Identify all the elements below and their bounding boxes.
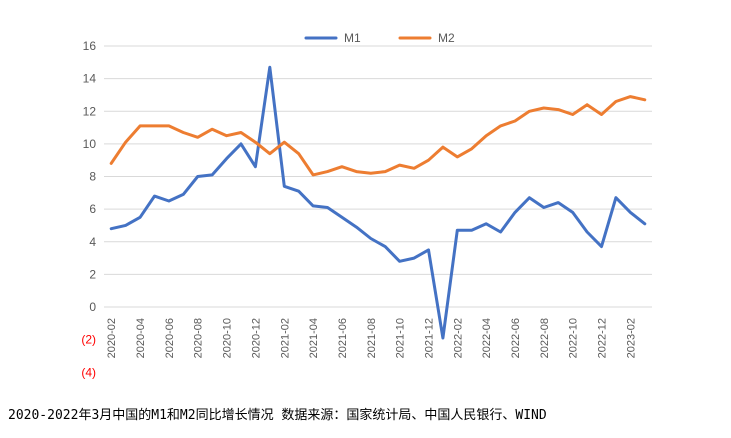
y-tick-label: 4 (89, 235, 96, 249)
y-tick-label: 16 (83, 39, 97, 53)
series-lines (109, 65, 647, 340)
y-tick-label: 12 (83, 104, 97, 118)
y-tick-label: (4) (81, 365, 96, 379)
y-tick-label: 14 (83, 72, 97, 86)
x-tick-label: 2022-02 (452, 318, 464, 358)
x-tick-label: 2021-10 (395, 318, 407, 358)
y-tick-label: 0 (89, 300, 96, 314)
y-tick-label: 6 (89, 202, 96, 216)
legend: M1 M2 (304, 31, 455, 45)
x-tick-label: 2023-02 (625, 318, 637, 358)
y-axis: 16 14 12 10 8 6 4 2 0 (2) (4) (81, 39, 96, 379)
y-tick-label: 8 (89, 170, 96, 184)
x-tick-label: 2020-08 (193, 318, 205, 358)
x-axis: 2020-02 2020-04 2020-06 2020-08 2020-10 2020-… (106, 318, 637, 358)
x-tick-label: 2020-04 (135, 318, 147, 358)
x-tick-label: 2021-02 (279, 318, 291, 358)
x-tick-label: 2021-06 (337, 318, 349, 358)
legend-label-m1: M1 (344, 31, 361, 45)
x-tick-label: 2022-04 (481, 318, 493, 358)
y-tick-label: 10 (83, 137, 97, 151)
y-tick-label: (2) (81, 333, 96, 347)
x-tick-label: 2020-12 (250, 318, 262, 358)
gridlines (104, 45, 652, 308)
legend-label-m2: M2 (438, 31, 455, 45)
series-line-m2 (109, 95, 647, 177)
x-tick-label: 2022-10 (568, 318, 580, 358)
x-tick-label: 2020-02 (106, 318, 118, 358)
x-tick-label: 2021-12 (423, 318, 435, 358)
x-tick-label: 2020-06 (164, 318, 176, 358)
x-tick-label: 2021-04 (308, 318, 320, 358)
x-tick-label: 2022-08 (539, 318, 551, 358)
x-tick-label: 2020-10 (222, 318, 234, 358)
y-tick-label: 2 (89, 267, 96, 281)
series-line-m1 (109, 65, 647, 340)
x-tick-label: 2021-08 (366, 318, 378, 358)
figure-caption: 2020-2022年3月中国的M1和M2同比增长情况 数据来源：国家统计局、中国… (8, 408, 547, 423)
x-tick-label: 2022-12 (597, 318, 609, 358)
x-tick-label: 2022-06 (510, 318, 522, 358)
